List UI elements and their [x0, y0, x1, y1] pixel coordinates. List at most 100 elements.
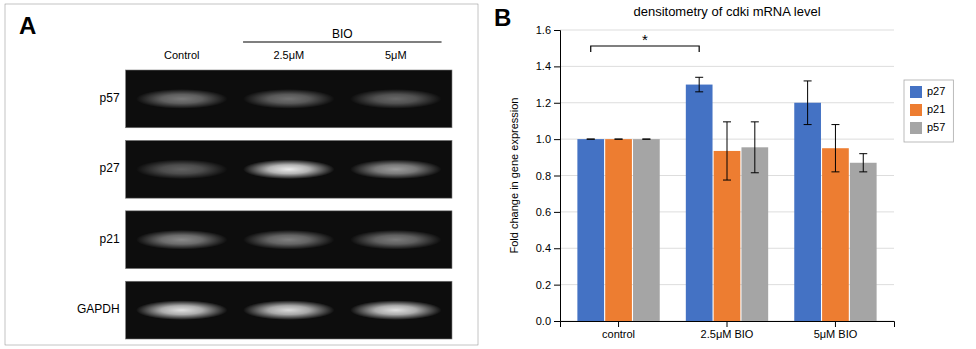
error-bar-cap: [587, 139, 595, 140]
legend-label: p21: [927, 103, 945, 115]
x-tick: control: [602, 321, 635, 340]
error-bar: [587, 139, 595, 140]
error-bar: [615, 139, 623, 140]
error-bar: [723, 122, 731, 180]
y-tick: 1.4: [536, 60, 560, 72]
plot-area: [577, 77, 876, 321]
row-label: GAPDH: [77, 302, 120, 316]
error-bar-stem: [863, 154, 864, 172]
error-bar-cap: [695, 77, 703, 78]
legend-frame: [904, 80, 953, 142]
y-tick-mark: [554, 66, 560, 67]
band: [350, 89, 441, 109]
band: [136, 300, 227, 320]
bands: [136, 159, 442, 179]
column-label: 2.5μM: [273, 49, 304, 61]
error-bar: [859, 154, 867, 172]
y-tick: 0.8: [536, 170, 560, 182]
band: [350, 230, 441, 250]
row-label: p57: [100, 91, 120, 105]
error-bar-cap: [642, 139, 650, 140]
error-bar-cap: [723, 121, 731, 122]
grid-line: [560, 66, 894, 67]
grid-line: [560, 102, 894, 103]
bracket: [243, 41, 441, 42]
bar: [850, 163, 877, 321]
y-tick-mark: [554, 139, 560, 140]
grid: [560, 30, 894, 321]
series: [577, 77, 821, 321]
gel-lane-background: [126, 70, 452, 128]
legend-label: p57: [927, 121, 945, 133]
gel-lane-background: [126, 281, 452, 339]
error-bar-cap: [751, 121, 759, 122]
y-tick-mark: [554, 103, 560, 104]
row-label: p27: [100, 161, 120, 175]
error-bar-cap: [587, 139, 595, 140]
series: [633, 122, 877, 321]
legend-item: p57: [910, 121, 945, 134]
x-tick: 2.5μM BIO: [701, 321, 754, 340]
y-tick-label: 1.6: [536, 24, 551, 36]
error-bar-cap: [831, 124, 839, 125]
bar-panel: B0.00.20.40.60.81.01.21.41.6control2.5μM…: [494, 4, 953, 340]
y-tick-label: 1.4: [536, 60, 551, 72]
error-bar-cap: [615, 139, 623, 140]
gel-lane-background: [126, 140, 452, 198]
error-bar-cap: [804, 124, 812, 125]
band: [136, 89, 227, 109]
y-tick-label: 1.0: [536, 133, 551, 145]
x-axis: control 2.5μM BIO 5μM BIO: [561, 321, 895, 340]
bar: [741, 147, 768, 321]
y-tick: 1.6: [536, 24, 560, 36]
error-bar-cap: [723, 180, 731, 181]
row-label: p21: [100, 232, 120, 246]
x-tick-mark: [835, 321, 836, 327]
bar: [822, 148, 849, 321]
error-bar-stem: [699, 77, 700, 92]
bar: [605, 139, 632, 321]
bar: [794, 103, 821, 321]
x-tick-label: 2.5μM BIO: [701, 328, 754, 340]
gel-panel: ABIOControl2.5μM5μMp57p27p21GAPDH: [5, 4, 478, 345]
y-axis-line: [554, 31, 561, 322]
column-label: Control: [164, 49, 199, 61]
error-bar-stem: [835, 125, 836, 172]
y-tick: 1.0: [536, 133, 560, 145]
error-bar: [831, 125, 839, 172]
band: [350, 300, 441, 320]
y-tick-mark: [554, 285, 560, 286]
x-tick-mark: [618, 321, 619, 327]
bands: [136, 300, 442, 320]
band: [243, 159, 334, 179]
column-label: 5μM: [385, 49, 407, 61]
band: [243, 230, 334, 250]
y-tick-label: 1.2: [536, 97, 551, 109]
y-tick-label: 0.6: [536, 206, 551, 218]
band: [136, 230, 227, 250]
error-bar-stem: [807, 81, 808, 125]
panel-background: [5, 4, 478, 345]
error-bar: [804, 81, 812, 125]
band: [243, 300, 334, 320]
x-axis-line: [561, 322, 895, 328]
bar: [577, 139, 604, 321]
y-tick: 0.4: [536, 242, 560, 254]
y-tick-mark: [554, 321, 560, 322]
annotation: BIO: [332, 27, 353, 41]
bands: [136, 89, 442, 109]
error-bar-cap: [831, 171, 839, 172]
significance-label: *: [642, 31, 648, 48]
panel-label: B: [494, 4, 511, 31]
x-tick: 5μM BIO: [814, 321, 858, 340]
error-bar-cap: [859, 171, 867, 172]
error-bar: [751, 122, 759, 173]
bar: [633, 139, 660, 321]
x-tick-label: 5μM BIO: [814, 328, 858, 340]
band: [350, 159, 441, 179]
error-bar-cap: [859, 153, 867, 154]
legend-swatch: [910, 104, 922, 116]
y-axis-title: Fold change in gene expression: [508, 98, 520, 254]
legend-swatch: [910, 86, 922, 98]
error-bar-cap: [804, 80, 812, 81]
